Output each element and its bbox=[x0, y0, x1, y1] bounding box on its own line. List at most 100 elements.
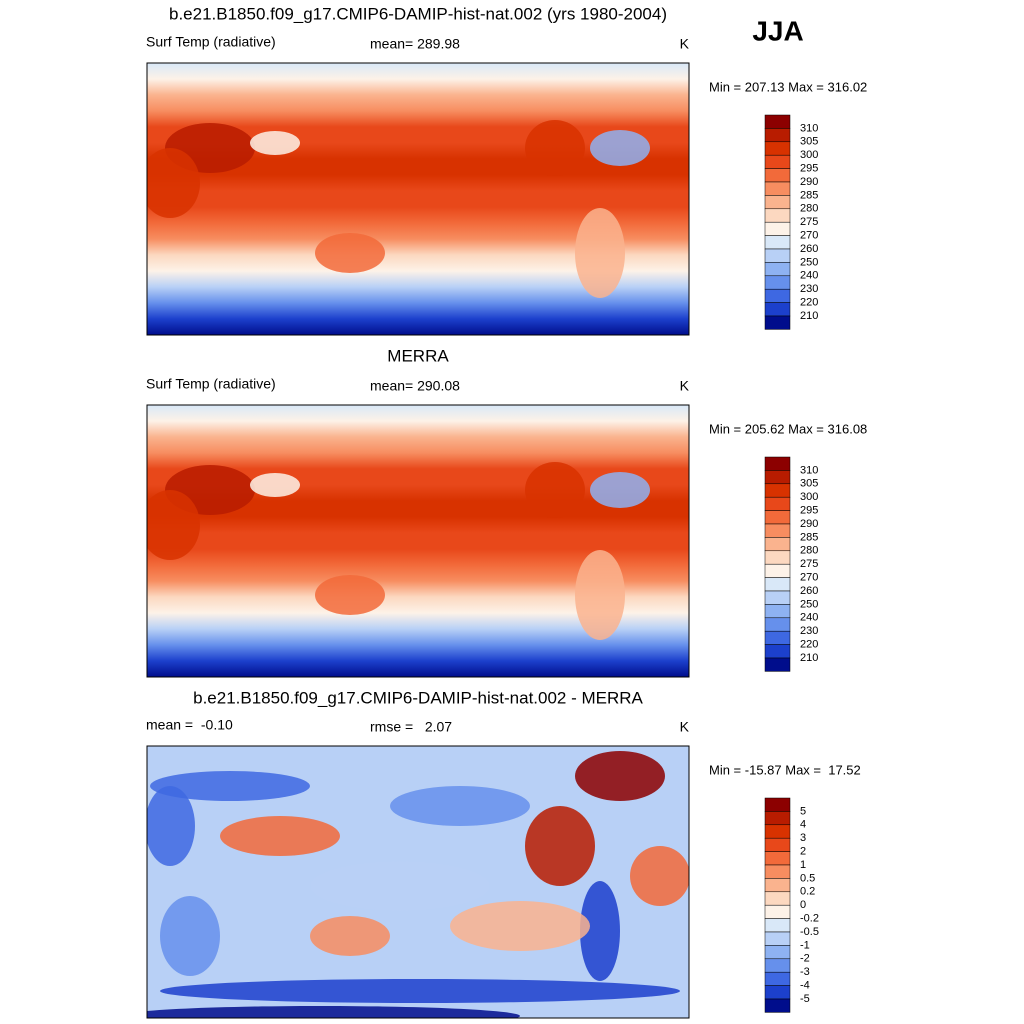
map bbox=[147, 63, 689, 335]
colorbar-box bbox=[764, 221, 791, 236]
anomaly-patch bbox=[147, 786, 195, 866]
colorbar-box bbox=[764, 931, 791, 946]
colorbar-label: 3 bbox=[800, 832, 806, 844]
land-patch bbox=[250, 473, 300, 497]
land-patch bbox=[147, 148, 200, 218]
map bbox=[147, 746, 689, 1018]
colorbar-label: 230 bbox=[800, 625, 818, 637]
colorbar-box bbox=[764, 181, 791, 196]
colorbar-box bbox=[764, 945, 791, 960]
colorbar-label: 285 bbox=[800, 531, 818, 543]
land-patch bbox=[525, 462, 585, 518]
anomaly-patch bbox=[390, 786, 530, 826]
colorbar-label: 210 bbox=[800, 310, 818, 322]
colorbar-label: 0.2 bbox=[800, 886, 815, 898]
colorbar-label: 220 bbox=[800, 297, 818, 309]
colorbar-label: -0.2 bbox=[800, 913, 819, 925]
colorbar-label: 260 bbox=[800, 243, 818, 255]
left-label: Surf Temp (radiative) bbox=[146, 376, 276, 392]
anomaly-patch bbox=[630, 846, 689, 906]
land-patch bbox=[575, 550, 625, 640]
anomaly-patch bbox=[160, 979, 680, 1003]
min-max: Min = -15.87 Max = 17.52 bbox=[709, 762, 861, 777]
unit-label: K bbox=[680, 719, 690, 735]
colorbar-box bbox=[764, 496, 791, 511]
colorbar-box bbox=[764, 864, 791, 879]
anomaly-patch bbox=[220, 816, 340, 856]
colorbar-box bbox=[764, 275, 791, 290]
min-max: Min = 205.62 Max = 316.08 bbox=[709, 421, 867, 436]
colorbar-box bbox=[764, 470, 791, 485]
colorbar-box bbox=[764, 563, 791, 578]
colorbar-label: 270 bbox=[800, 230, 818, 242]
colorbar-label: 4 bbox=[800, 819, 806, 831]
land-patch bbox=[250, 131, 300, 155]
colorbar-label: -2 bbox=[800, 953, 810, 965]
panel-title: MERRA bbox=[387, 346, 449, 365]
colorbar-box bbox=[764, 837, 791, 852]
land-patch bbox=[525, 120, 585, 176]
colorbar-box bbox=[764, 630, 791, 645]
colorbar-label: 275 bbox=[800, 558, 818, 570]
colorbar-label: 240 bbox=[800, 612, 818, 624]
colorbar-label: 300 bbox=[800, 149, 818, 161]
colorbar-box bbox=[764, 195, 791, 210]
left-label: Surf Temp (radiative) bbox=[146, 34, 276, 50]
colorbar-label: -5 bbox=[800, 993, 810, 1005]
colorbar-box bbox=[764, 904, 791, 919]
colorbar-box bbox=[764, 154, 791, 169]
anomaly-patch bbox=[160, 896, 220, 976]
colorbar-box bbox=[764, 958, 791, 973]
colorbar-label: 250 bbox=[800, 256, 818, 268]
colorbar-box bbox=[764, 985, 791, 1000]
anomaly-patch bbox=[580, 881, 620, 981]
colorbar-label: 310 bbox=[800, 122, 818, 134]
anomaly-patch bbox=[310, 916, 390, 956]
colorbar-label: 2 bbox=[800, 846, 806, 858]
colorbar-label: 295 bbox=[800, 163, 818, 175]
colorbar-label: 0 bbox=[800, 899, 806, 911]
land-patch bbox=[590, 472, 650, 508]
colorbar-label: 240 bbox=[800, 270, 818, 282]
colorbar-label: 0.5 bbox=[800, 872, 815, 884]
colorbar-label: 1 bbox=[800, 859, 806, 871]
colorbar-label: 280 bbox=[800, 203, 818, 215]
colorbar-box bbox=[764, 262, 791, 277]
colorbar-label: -4 bbox=[800, 980, 810, 992]
colorbar-label: 305 bbox=[800, 136, 818, 148]
unit-label: K bbox=[680, 36, 690, 52]
colorbar-box bbox=[764, 604, 791, 619]
anomaly-patch bbox=[310, 861, 490, 911]
colorbar-label: -0.5 bbox=[800, 926, 819, 938]
land-patch bbox=[590, 130, 650, 166]
colorbar-label: 295 bbox=[800, 505, 818, 517]
colorbar-label: 220 bbox=[800, 639, 818, 651]
colorbar-box bbox=[764, 550, 791, 565]
colorbar-box bbox=[764, 288, 791, 303]
min-max: Min = 207.13 Max = 316.02 bbox=[709, 79, 867, 94]
colorbar-box bbox=[764, 128, 791, 143]
colorbar-box bbox=[764, 208, 791, 223]
colorbar-label: 270 bbox=[800, 572, 818, 584]
panel-title: b.e21.B1850.f09_g17.CMIP6-DAMIP-hist-nat… bbox=[169, 4, 667, 23]
colorbar-label: 290 bbox=[800, 518, 818, 530]
colorbar-label: 5 bbox=[800, 805, 806, 817]
colorbar-box bbox=[764, 456, 791, 471]
colorbar-box bbox=[764, 577, 791, 592]
panel-title: b.e21.B1850.f09_g17.CMIP6-DAMIP-hist-nat… bbox=[193, 688, 643, 707]
colorbar-box bbox=[764, 824, 791, 839]
colorbar-box bbox=[764, 483, 791, 498]
colorbar-box bbox=[764, 315, 791, 330]
colorbar-box bbox=[764, 235, 791, 250]
colorbar-label: 310 bbox=[800, 464, 818, 476]
colorbar-box bbox=[764, 998, 791, 1013]
colorbar-label: 305 bbox=[800, 478, 818, 490]
anomaly-patch bbox=[525, 806, 595, 886]
anomaly-patch bbox=[147, 1006, 520, 1018]
colorbar-label: 280 bbox=[800, 545, 818, 557]
anomaly-patch bbox=[150, 771, 310, 801]
land-patch bbox=[575, 208, 625, 298]
colorbar-box bbox=[764, 851, 791, 866]
map bbox=[147, 405, 689, 677]
